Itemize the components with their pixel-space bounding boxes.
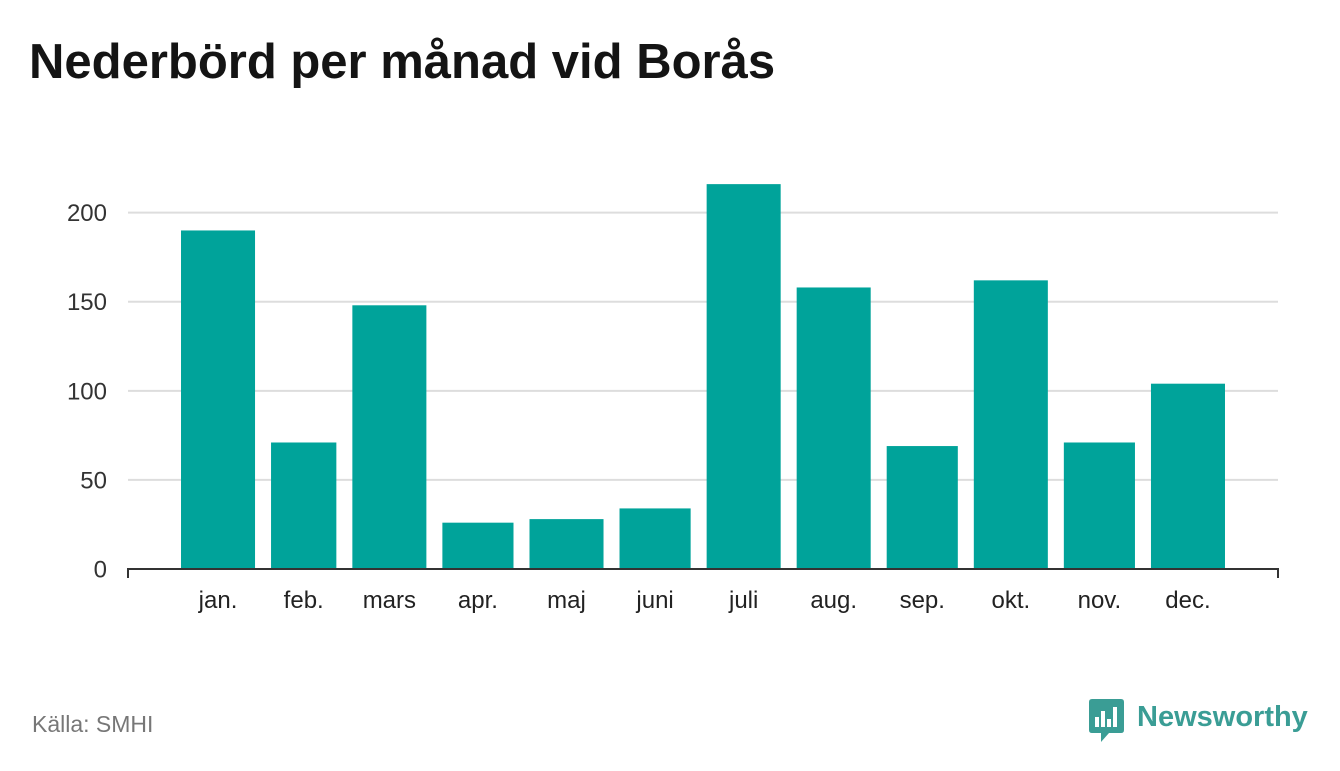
logo-bar xyxy=(1113,707,1117,727)
x-tick-label: juni xyxy=(635,587,673,614)
bar-nov xyxy=(1063,442,1135,569)
bar-jan xyxy=(181,230,256,570)
x-tick-label: apr. xyxy=(458,587,498,614)
x-tick-label: sep. xyxy=(900,587,945,614)
bar-okt xyxy=(973,280,1048,569)
x-tick-label: juli xyxy=(728,587,758,614)
bar-sep xyxy=(886,446,958,569)
x-tick-label: dec. xyxy=(1165,587,1210,614)
bar-mars xyxy=(352,305,427,569)
logo-bar xyxy=(1101,711,1105,727)
bar-maj xyxy=(529,519,604,569)
source-note: Källa: SMHI xyxy=(32,711,154,737)
x-tick-label: maj xyxy=(547,587,586,614)
gridlines xyxy=(128,211,1278,481)
y-axis-labels: 0 50 100 150 200 xyxy=(67,200,107,583)
x-tick-label: feb. xyxy=(284,587,324,614)
y-tick-label: 100 xyxy=(67,378,107,405)
x-axis xyxy=(127,568,1279,578)
y-tick-label: 150 xyxy=(67,289,107,316)
logo-bar xyxy=(1095,717,1099,727)
logo-bubble-shape xyxy=(1089,699,1124,742)
x-tick-label: jan. xyxy=(198,587,238,614)
x-tick-label: okt. xyxy=(991,587,1030,614)
x-tick-label: mars xyxy=(363,587,416,614)
bar-juli xyxy=(706,184,781,570)
bar-aug xyxy=(796,287,871,569)
chart-title: Nederbörd per månad vid Borås xyxy=(29,35,776,89)
logo-bar xyxy=(1107,719,1111,727)
bar-feb xyxy=(271,442,337,569)
y-tick-label: 50 xyxy=(80,467,107,494)
x-axis-labels: jan. feb. mars apr. maj juni juli aug. sep. okt. n… xyxy=(198,587,1211,614)
y-tick-label: 0 xyxy=(94,557,107,584)
newsworthy-logo-icon xyxy=(1089,699,1124,742)
y-tick-label: 200 xyxy=(67,200,107,227)
x-tick-label: nov. xyxy=(1078,587,1122,614)
bar-juni xyxy=(619,508,691,569)
bar-apr xyxy=(442,522,514,569)
bars xyxy=(181,184,1225,570)
bar-dec xyxy=(1150,383,1225,569)
brand-name: Newsworthy xyxy=(1137,701,1308,733)
x-tick-label: aug. xyxy=(810,587,857,614)
